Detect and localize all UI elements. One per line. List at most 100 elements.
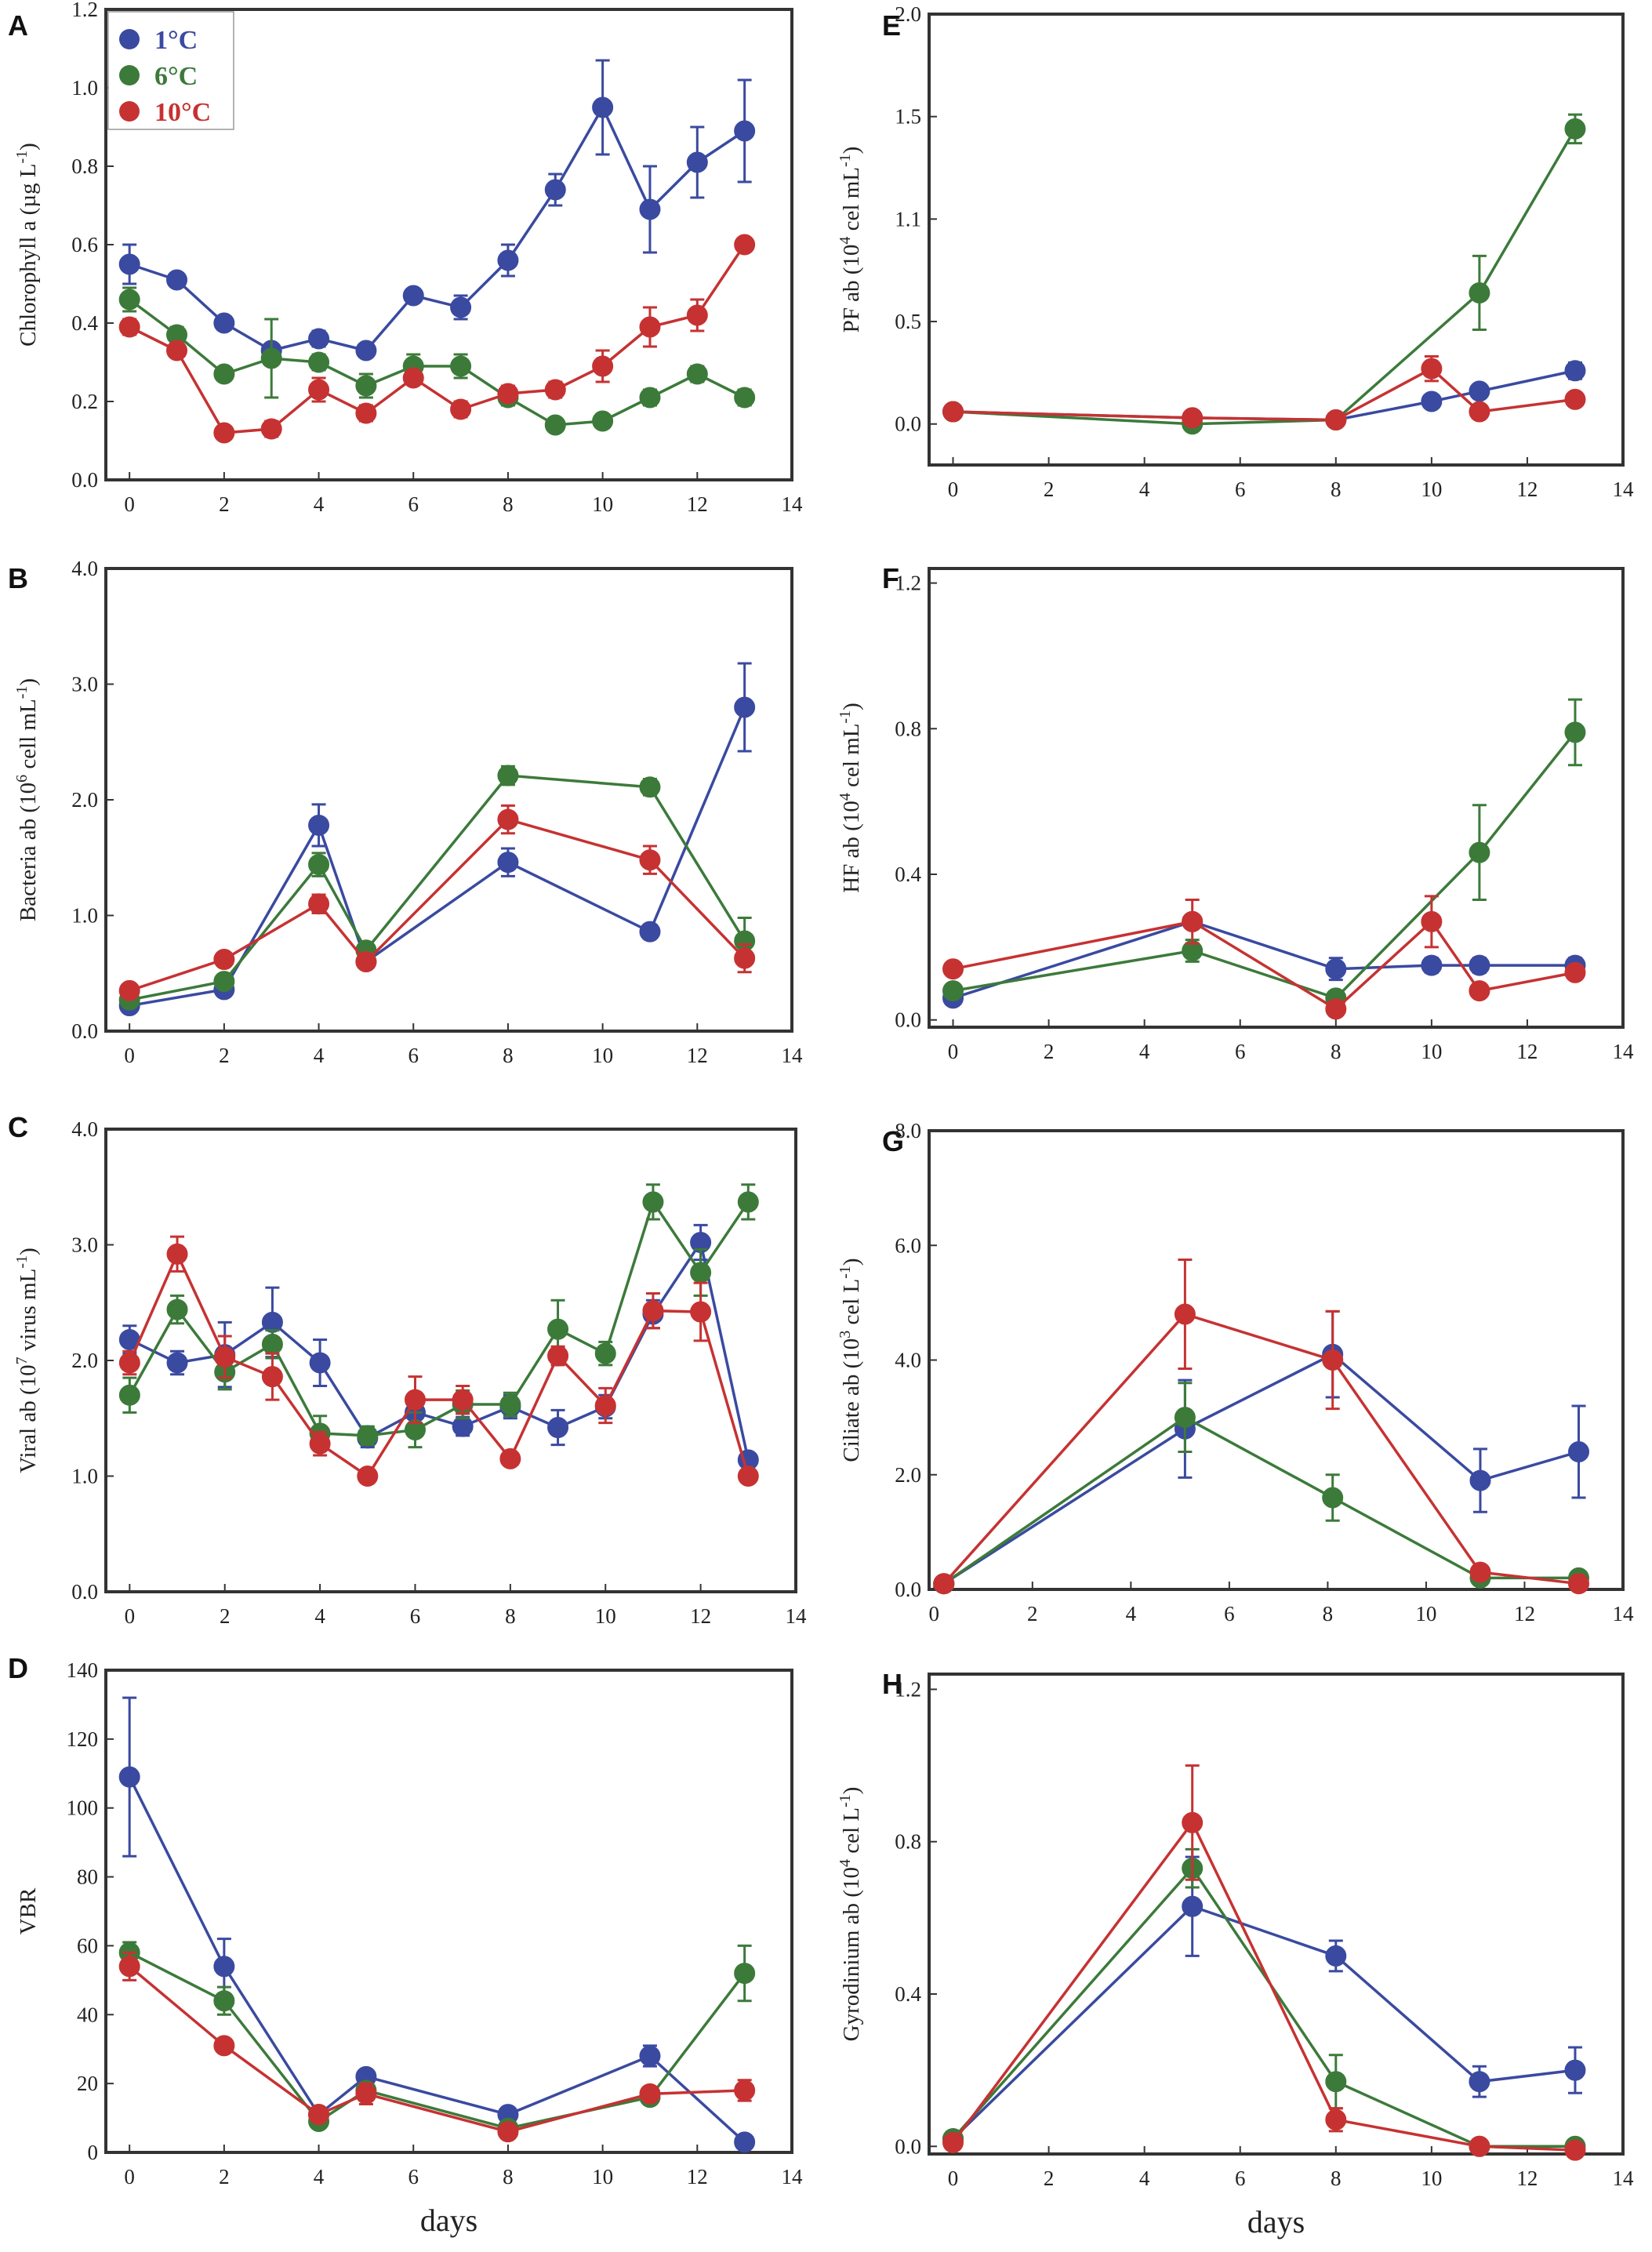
y-tick-label: 0.5	[895, 310, 921, 333]
series-10-c-panel-C	[118, 1235, 759, 1487]
data-point	[639, 198, 661, 220]
series-line	[953, 128, 1577, 426]
series-6-c-panel-E	[942, 113, 1586, 435]
data-point	[404, 1389, 426, 1411]
y-tick-label: 2.0	[71, 1349, 98, 1372]
data-point	[1564, 388, 1586, 410]
series-1-c-panel-C	[118, 1223, 759, 1471]
data-point	[639, 849, 661, 871]
panel-label: F	[882, 562, 899, 594]
data-point	[1469, 954, 1490, 976]
data-point	[1564, 961, 1586, 983]
data-point	[1174, 1303, 1196, 1325]
data-point	[1469, 841, 1490, 863]
panel-label: H	[882, 1668, 902, 1700]
y-axis-label: PF ab (104 cel mL-1)	[837, 147, 864, 333]
data-point	[942, 958, 964, 980]
x-tick-label: 14	[1613, 2167, 1635, 2190]
y-tick-label: 0.4	[895, 1982, 921, 2006]
y-tick-label: 6.0	[895, 1233, 921, 1257]
data-point	[639, 776, 661, 798]
y-tick-label: 0.0	[895, 1008, 921, 1032]
series-line	[942, 1353, 1579, 1585]
data-point	[1469, 380, 1490, 402]
series-6-c-panel-H	[942, 1847, 1586, 2157]
data-point	[166, 1352, 188, 1374]
data-point	[734, 1963, 756, 1985]
data-point	[734, 120, 756, 142]
x-tick-label: 6	[1224, 1602, 1235, 1625]
y-tick-label: 4.0	[71, 1117, 98, 1141]
data-point	[734, 696, 756, 718]
data-point	[497, 249, 519, 271]
x-tick-label: 10	[592, 492, 613, 516]
y-tick-label: 0.4	[895, 863, 921, 886]
data-point	[1564, 2059, 1586, 2081]
data-point	[497, 808, 519, 830]
data-point	[1325, 409, 1347, 430]
data-point	[308, 379, 330, 401]
data-point	[1182, 1811, 1204, 1833]
x-tick-label: 10	[1421, 2167, 1442, 2190]
x-tick-label: 0	[125, 1604, 136, 1628]
data-point	[1421, 910, 1443, 932]
data-point	[118, 289, 140, 311]
plot-frame	[928, 13, 1625, 467]
data-point	[1325, 1945, 1347, 1967]
x-tick-label: 14	[1613, 1040, 1635, 1063]
data-point	[1564, 2139, 1586, 2161]
data-point	[118, 253, 140, 275]
data-point	[309, 1352, 331, 1374]
data-point	[213, 363, 235, 385]
x-tick-label: 10	[1421, 478, 1442, 501]
x-tick-label: 0	[124, 1044, 135, 1067]
x-tick-label: 14	[782, 2165, 804, 2188]
x-tick-label: 2	[1044, 478, 1055, 501]
series-10-c-panel-E	[942, 354, 1586, 430]
data-point	[261, 1333, 283, 1355]
y-tick-label: 3.0	[71, 673, 98, 696]
data-point	[734, 947, 756, 969]
x-tick-label: 12	[1516, 478, 1538, 501]
x-tick-label: 6	[1235, 1040, 1246, 1063]
data-point	[1469, 1469, 1491, 1491]
x-tick-label: 2	[1044, 2167, 1055, 2190]
y-tick-label: 1.5	[895, 105, 921, 129]
data-point	[308, 328, 330, 350]
data-point	[1325, 958, 1347, 980]
x-tick-label: 12	[690, 1604, 711, 1628]
data-point	[1568, 1573, 1590, 1595]
y-tick-label: 100	[67, 1796, 99, 1820]
data-point	[261, 1366, 283, 1388]
data-point	[308, 854, 330, 876]
data-point	[1325, 998, 1347, 1020]
data-point	[118, 979, 140, 1001]
data-point	[1568, 1441, 1590, 1462]
x-tick-label: 8	[1331, 1040, 1342, 1063]
data-point	[1469, 1561, 1491, 1583]
series-10-c-panel-D	[118, 1951, 756, 2143]
panel-label: E	[882, 9, 901, 42]
x-tick-label: 14	[1613, 478, 1635, 501]
y-axis-label: Gyrodinium ab (104 cel L-1)	[837, 1787, 864, 2042]
series-10-c-panel-H	[942, 1764, 1586, 2161]
panel-G: G 0 2 4 6 8 10 12 14 0.0 2.0 4.0 6.0 8.0 Ciliate ab (1…	[837, 1119, 1634, 1625]
plot-frame	[928, 1673, 1625, 2156]
x-tick-label: 0	[948, 1040, 959, 1063]
y-tick-label: 4.0	[71, 557, 98, 580]
x-tick-label: 8	[503, 1044, 514, 1067]
data-point	[690, 1301, 712, 1323]
data-point	[355, 2083, 377, 2105]
series-10-c-panel-G	[933, 1259, 1590, 1595]
data-point	[497, 765, 519, 786]
series-line	[953, 367, 1576, 422]
plot-frame	[104, 1128, 797, 1593]
y-tick-label: 20	[77, 2072, 98, 2095]
data-point	[942, 980, 964, 1002]
data-point	[686, 151, 708, 173]
data-point	[639, 387, 661, 409]
x-tick-label: 6	[410, 1604, 421, 1628]
data-point	[1469, 282, 1490, 303]
data-point	[642, 1300, 664, 1322]
